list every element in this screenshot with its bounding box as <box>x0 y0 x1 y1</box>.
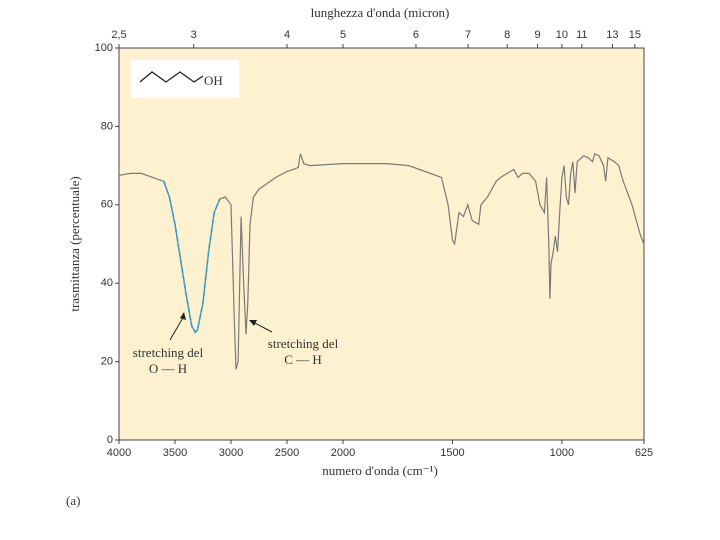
panel-label: (a) <box>66 493 80 508</box>
x2-tick-label: 10 <box>556 29 568 41</box>
spectrum-line <box>163 181 221 334</box>
x-tick-label: 1500 <box>440 447 464 459</box>
top-axis-title: lunghezza d'onda (micron) <box>311 5 450 20</box>
x2-tick-label: 3 <box>191 29 197 41</box>
x2-tick-label: 2,5 <box>111 29 126 41</box>
y-tick-label: 80 <box>101 120 113 132</box>
plot-area <box>118 47 645 441</box>
x2-tick-label: 7 <box>465 29 471 41</box>
x2-tick-label: 8 <box>504 29 510 41</box>
y-axis-title: trasmittanza (percentuale) <box>67 176 82 311</box>
y-tick-label: 60 <box>101 199 113 211</box>
x2-tick-label: 9 <box>535 29 541 41</box>
x2-tick-label: 15 <box>629 29 641 41</box>
annotation-ch: stretching del C — H <box>249 320 339 367</box>
inset-label: OH <box>204 73 223 88</box>
annotation-line: C — H <box>284 352 322 367</box>
annotation-line: stretching del <box>133 345 204 360</box>
spectrum-line <box>118 152 645 370</box>
x2-tick-label: 6 <box>413 29 419 41</box>
annotation-arrow <box>252 321 273 333</box>
y-tick-label: 20 <box>101 356 113 368</box>
x2-tick-label: 5 <box>340 29 346 41</box>
arrow-head <box>249 320 257 326</box>
x-tick-label: 4000 <box>107 447 131 459</box>
y-tick-label: 0 <box>107 434 113 446</box>
x-tick-label: 3000 <box>219 447 243 459</box>
y-tick-label: 100 <box>95 42 113 54</box>
annotation-arrow <box>169 315 185 341</box>
molecule-inset: OH <box>131 60 239 98</box>
annotation-line: O — H <box>149 361 187 376</box>
x-tick-label: 625 <box>635 447 653 459</box>
x2-tick-label: 11 <box>576 29 587 41</box>
annotation-oh: stretching del O — H <box>133 312 204 376</box>
x2-tick-label: 4 <box>284 29 290 41</box>
x-tick-label: 2500 <box>275 447 299 459</box>
x-tick-label: 3500 <box>163 447 187 459</box>
molecule-bonds <box>139 71 204 83</box>
x-tick-label: 1000 <box>550 447 574 459</box>
arrow-head <box>180 312 186 320</box>
x2-tick-label: 13 <box>606 29 618 41</box>
annotation-line: stretching del <box>268 336 339 351</box>
x-axis-title: numero d'onda (cm⁻¹) <box>322 463 438 478</box>
inset-box <box>131 60 239 98</box>
y-tick-label: 40 <box>101 277 113 289</box>
x-tick-label: 2000 <box>331 447 355 459</box>
